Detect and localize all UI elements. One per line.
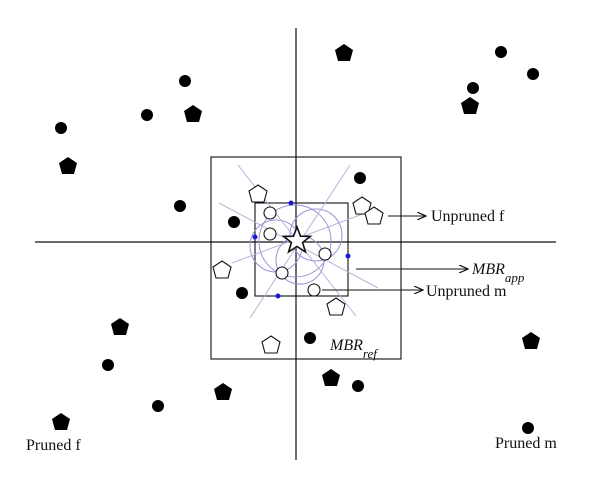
pentagon-icon — [214, 383, 232, 400]
mbr-ref-label: MBRref — [329, 337, 379, 361]
pentagon-icon — [261, 335, 281, 354]
mbr-app-vertices — [252, 200, 351, 299]
pentagon-icon — [59, 157, 77, 174]
pruned-male-points — [55, 46, 539, 434]
unpruned-m-label: Unpruned m — [426, 283, 507, 300]
circle-icon — [495, 46, 507, 58]
pentagon-icon — [522, 332, 540, 349]
pentagon-icon — [184, 105, 202, 122]
circle-icon — [318, 247, 332, 261]
circle-icon — [263, 227, 277, 241]
unpruned-female-points — [212, 184, 384, 354]
circle-icon — [522, 422, 534, 434]
unpruned-f-label: Unpruned f — [431, 208, 505, 225]
pentagon-icon — [461, 97, 479, 114]
star-icon — [281, 224, 313, 254]
circle-icon — [527, 68, 539, 80]
mbr-app-label: MBRapp — [471, 261, 525, 285]
circle-icon — [263, 206, 277, 220]
circle-icon — [354, 172, 366, 184]
circle-icon — [102, 359, 114, 371]
mbr-ref-rectangle — [210, 156, 402, 360]
pentagon-icon — [322, 369, 340, 386]
circle-icon — [55, 122, 67, 134]
circle-icon — [307, 283, 321, 297]
pentagon-icon — [111, 318, 129, 335]
circle-icon — [304, 332, 316, 344]
pentagon-icon — [364, 206, 384, 225]
pentagon-icon — [212, 260, 232, 279]
pentagon-icon — [326, 297, 346, 316]
circle-icon — [179, 75, 191, 87]
circle-icon — [141, 109, 153, 121]
pentagon-icon — [352, 196, 372, 215]
circle-icon — [174, 200, 186, 212]
pruned-female-points — [52, 44, 540, 430]
pentagon-icon — [335, 44, 353, 61]
mbr-app-rectangle — [254, 202, 349, 297]
pruned-m-label: Pruned m — [495, 435, 557, 452]
circle-icon — [228, 216, 240, 228]
pentagon-icon — [52, 413, 70, 430]
pentagon-icon — [248, 184, 268, 203]
circle-icon — [467, 82, 479, 94]
circle-icon — [352, 380, 364, 392]
pruned-f-label: Pruned f — [26, 437, 81, 454]
unpruned-male-points — [263, 206, 332, 297]
circle-icon — [275, 266, 289, 280]
circle-icon — [152, 400, 164, 412]
circle-icon — [236, 287, 248, 299]
